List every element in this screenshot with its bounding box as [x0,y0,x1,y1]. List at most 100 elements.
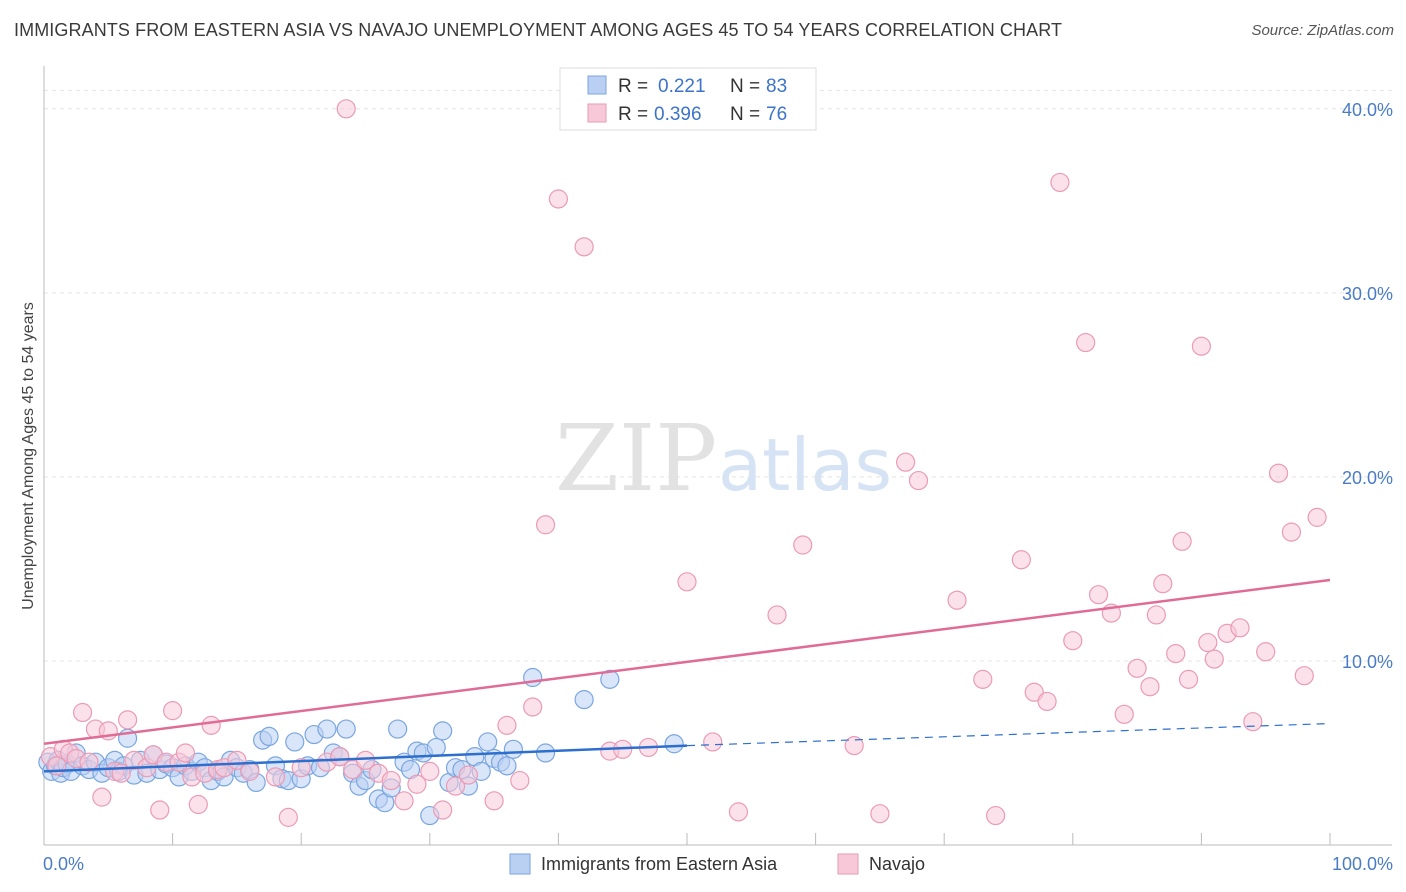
point-series-1-78 [503,739,523,759]
legend-r-label-2: R = [618,104,648,125]
point-series-2-57 [728,802,749,822]
point-series-2-44 [458,765,478,785]
legend-n-label-2: N = [730,104,760,125]
point-series-2-36 [355,750,376,770]
y-axis-label: Unemployment Among Ages 45 to 54 years [20,302,37,610]
bottom-legend-label-series-2: Navajo [869,854,925,874]
point-series-2-69 [1037,691,1057,712]
point-series-2-39 [394,791,414,811]
point-series-1-44 [285,732,305,752]
point-series-2-66 [986,805,1006,826]
legend-n-label-1: N = [730,76,760,97]
bottom-legend: Immigrants from Eastern Asia Navajo [509,853,925,875]
trendline-series-2 [43,578,1331,746]
point-series-2-62 [896,452,916,472]
point-series-2-59 [793,535,813,555]
point-series-2-64 [947,590,967,610]
top-legend: R = 0.221 N = 83 R = 0.396 N = 76 [559,67,817,131]
point-series-2-7 [79,752,99,772]
point-series-2-77 [1140,677,1160,697]
trendline-extension-series-1 [686,722,1331,747]
trend-layer [43,578,1331,773]
point-series-2-40 [407,774,427,794]
point-series-2-93 [1307,507,1327,527]
point-series-2-55 [677,572,697,592]
legend-r-label-1: R = [618,76,648,97]
y-tick-label-20: 20.0% [1342,468,1393,488]
point-series-2-51 [574,237,594,257]
point-series-2-87 [1230,618,1250,638]
watermark-zip: ZIP [555,405,717,512]
point-series-2-67 [1011,550,1031,570]
point-series-1-49 [317,719,337,739]
point-series-2-63 [908,470,929,491]
point-series-2-72 [1076,332,1096,353]
point-series-2-60 [844,736,864,756]
point-series-2-71 [1063,631,1083,651]
legend-r-value-2: 0.396 [654,104,702,125]
point-series-2-58 [767,605,787,625]
point-series-2-76 [1127,658,1147,678]
point-series-2-9 [92,787,112,807]
point-series-2-85 [1204,649,1224,669]
legend-swatch-series-1 [587,75,607,95]
point-series-2-92 [1294,666,1314,686]
legend-r-value-1: 0.221 [658,76,706,97]
point-series-2-17 [150,800,170,820]
point-series-2-56 [703,732,723,752]
x-tick-label-max: 100.0% [1332,854,1393,874]
point-series-2-48 [523,697,543,717]
point-series-2-84 [1198,632,1218,653]
point-series-2-81 [1172,531,1192,551]
point-series-2-19 [163,701,183,721]
y-tick-label-10: 10.0% [1342,652,1393,672]
point-series-2-94 [336,99,356,119]
grid-layer [44,89,1392,662]
point-series-2-6 [72,702,93,723]
point-series-1-60 [388,719,408,739]
point-series-1-52 [336,719,356,739]
point-series-2-88 [1243,712,1263,732]
axis-layer: 10.0% 20.0% 30.0% 40.0% 0.0% 100.0% [43,66,1393,874]
point-series-2-70 [1050,172,1070,193]
point-series-2-47 [510,770,530,791]
point-series-2-73 [1088,585,1109,605]
point-series-2-78 [1146,605,1166,625]
chart-source: Source: ZipAtlas.com [1251,22,1394,39]
point-series-2-43 [445,776,466,796]
point-series-2-45 [484,791,504,811]
y-tick-label-30: 30.0% [1342,284,1393,304]
point-series-2-41 [420,761,440,781]
point-series-1-66 [426,737,446,758]
legend-n-value-1: 83 [766,76,787,97]
point-series-2-38 [381,770,401,791]
point-series-2-46 [497,715,517,735]
point-series-2-42 [433,800,453,820]
bottom-legend-swatch-series-2 [837,853,859,875]
watermark: ZIP atlas [555,405,892,512]
point-series-2-89 [1256,642,1276,662]
legend-n-value-2: 76 [766,104,787,125]
point-series-2-80 [1166,643,1186,664]
trendline-series-1 [43,744,688,773]
point-series-1-81 [574,690,594,710]
point-series-1-79 [523,667,543,688]
y-tick-label-40: 40.0% [1342,100,1393,120]
point-series-1-67 [433,721,453,741]
point-series-2-21 [175,743,196,763]
point-series-2-50 [548,189,569,209]
point-series-2-61 [870,804,890,824]
legend-swatch-series-2 [587,103,607,123]
watermark-atlas: atlas [718,423,892,507]
point-series-2-82 [1178,669,1199,689]
point-series-1-40 [259,726,279,747]
point-series-2-91 [1281,522,1302,542]
point-series-2-32 [291,758,311,778]
point-series-2-23 [188,794,208,815]
point-series-2-83 [1191,336,1212,356]
chart-title: IMMIGRANTS FROM EASTERN ASIA VS NAVAJO U… [14,20,1063,40]
point-series-1-80 [535,743,556,763]
point-series-2-30 [265,767,286,787]
point-series-1-82 [600,669,620,689]
